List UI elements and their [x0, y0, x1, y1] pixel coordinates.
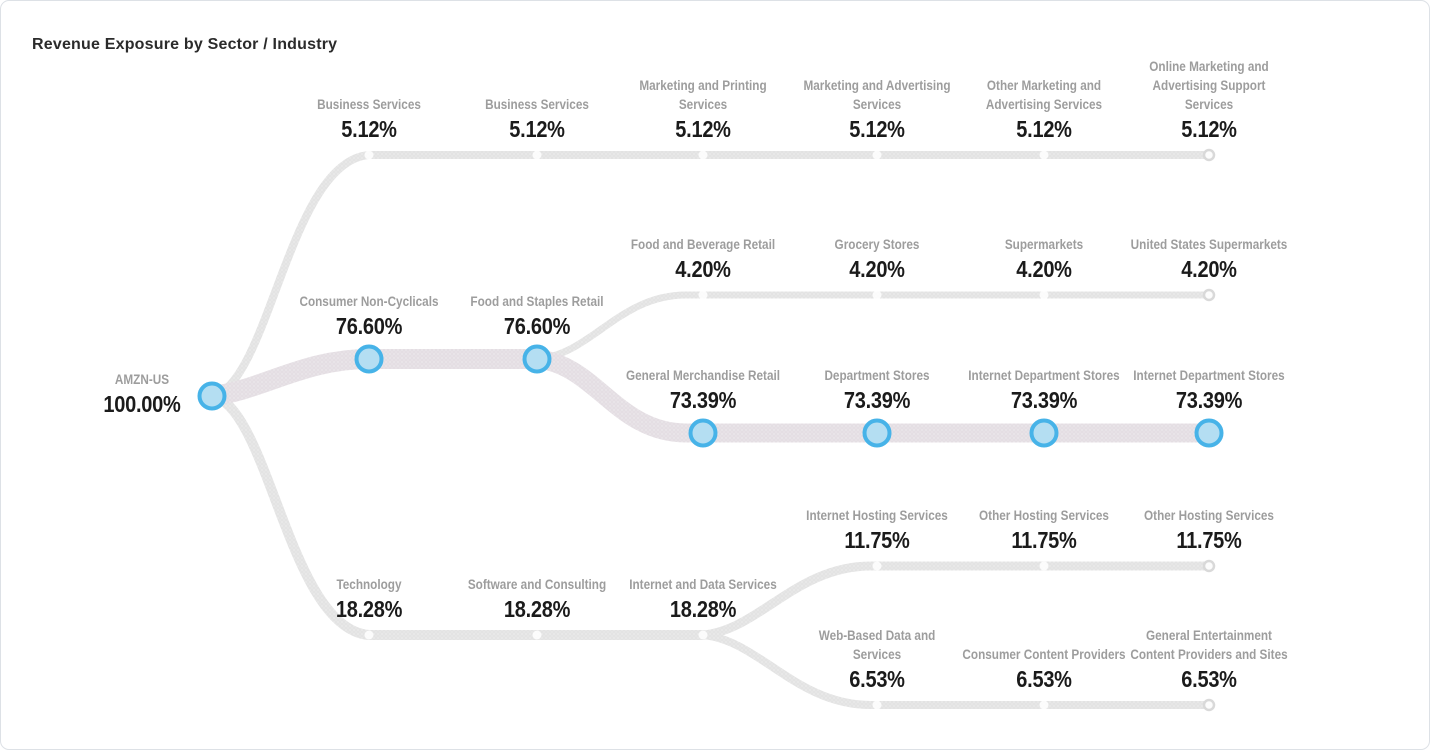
node-bs-3[interactable] [698, 150, 708, 160]
ribbon-technology[interactable] [207, 391, 708, 640]
node-bs-6[interactable] [1202, 148, 1216, 162]
ribbon-food-beverage-retail[interactable] [533, 291, 1213, 363]
ribbon-web-based-data[interactable] [699, 631, 1213, 709]
node-internet-dept-stores-2[interactable] [1194, 418, 1224, 448]
node-technology[interactable] [364, 630, 374, 640]
node-grocery-stores[interactable] [872, 290, 882, 300]
node-department-stores[interactable] [862, 418, 892, 448]
node-bs-5[interactable] [1039, 150, 1049, 160]
node-bs-2[interactable] [532, 150, 542, 160]
node-web-based-data[interactable] [872, 700, 882, 710]
node-internet-data-services[interactable] [698, 630, 708, 640]
node-food-beverage-retail[interactable] [698, 290, 708, 300]
node-bs-4[interactable] [872, 150, 882, 160]
node-general-entertainment[interactable] [1202, 698, 1216, 712]
node-consumer-content[interactable] [1039, 700, 1049, 710]
node-internet-dept-stores-1[interactable] [1029, 418, 1059, 448]
node-other-hosting-1[interactable] [1039, 561, 1049, 571]
chart-title: Revenue Exposure by Sector / Industry [32, 36, 338, 53]
node-software-consulting[interactable] [532, 630, 542, 640]
node-us-supermarkets[interactable] [1202, 288, 1216, 302]
ribbon-internet-hosting[interactable] [698, 561, 1214, 640]
node-internet-hosting[interactable] [872, 561, 882, 571]
node-root[interactable] [197, 381, 227, 411]
node-markers [197, 148, 1224, 712]
node-general-merchandise[interactable] [688, 418, 718, 448]
node-other-hosting-2[interactable] [1202, 559, 1216, 573]
node-food-staples-retail[interactable] [522, 344, 552, 374]
node-supermarkets[interactable] [1039, 290, 1049, 300]
node-consumer-noncyclicals[interactable] [354, 344, 384, 374]
node-bs-1[interactable] [364, 150, 374, 160]
